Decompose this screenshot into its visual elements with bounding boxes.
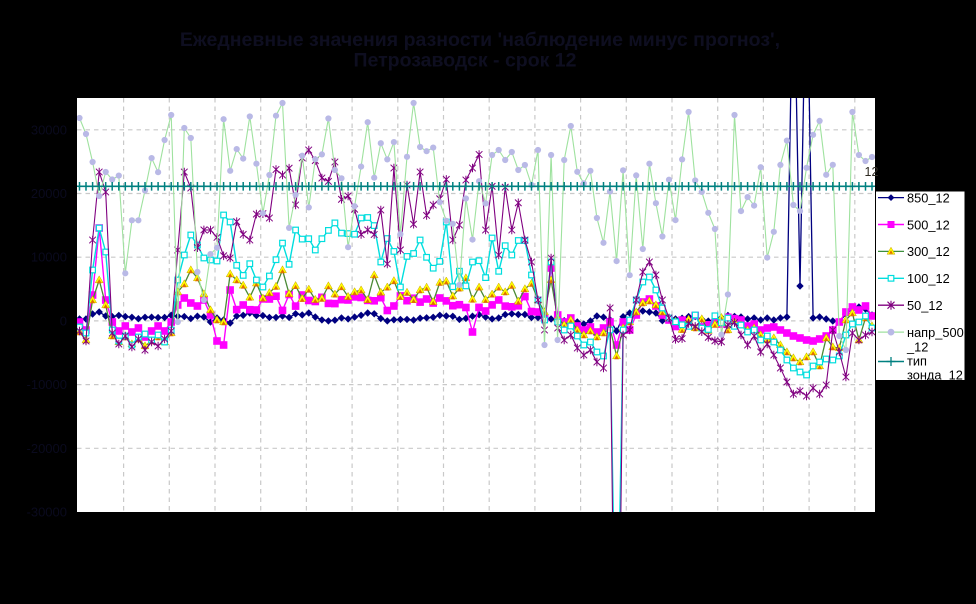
svg-text:-10000: -10000 bbox=[27, 377, 67, 392]
svg-text:30000: 30000 bbox=[31, 122, 67, 137]
svg-text:-30000: -30000 bbox=[27, 505, 67, 520]
svg-text:10000: 10000 bbox=[31, 250, 67, 265]
svg-text:напр_500: напр_500 bbox=[907, 325, 964, 340]
svg-text:100_12: 100_12 bbox=[907, 271, 950, 286]
svg-text:тип: тип bbox=[907, 354, 927, 369]
svg-text:20000: 20000 bbox=[31, 186, 67, 201]
svg-text:0: 0 bbox=[60, 313, 67, 328]
svg-text:_12: _12 bbox=[906, 340, 928, 355]
svg-text:Ежедневные значения разности ': Ежедневные значения разности 'наблюдение… bbox=[180, 29, 780, 51]
svg-text:Петрозаводск - срок 12: Петрозаводск - срок 12 bbox=[354, 50, 577, 72]
svg-text:12: 12 bbox=[865, 165, 879, 179]
svg-text:зонда_12: зонда_12 bbox=[907, 368, 963, 383]
svg-text:500_12: 500_12 bbox=[907, 217, 950, 232]
svg-text:850_12: 850_12 bbox=[907, 190, 950, 205]
svg-text:300_12: 300_12 bbox=[907, 244, 950, 259]
svg-text:50_12: 50_12 bbox=[907, 298, 943, 313]
svg-text:-20000: -20000 bbox=[27, 441, 67, 456]
